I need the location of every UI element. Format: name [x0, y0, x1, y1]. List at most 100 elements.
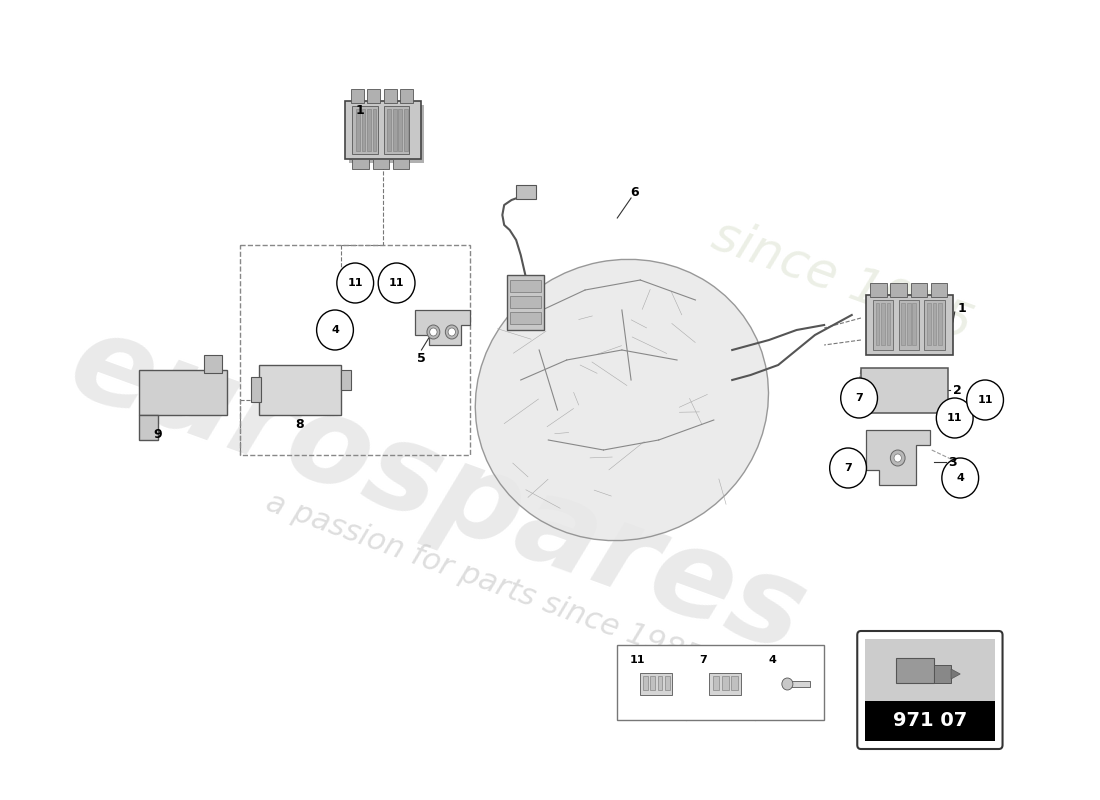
Bar	[398, 109, 403, 151]
Bar	[890, 283, 906, 297]
Bar	[140, 370, 227, 415]
Bar	[924, 300, 945, 350]
Circle shape	[782, 678, 793, 690]
Circle shape	[967, 380, 1003, 420]
Text: since 1985: since 1985	[706, 210, 979, 350]
Bar	[931, 283, 947, 297]
Text: 7: 7	[700, 655, 707, 665]
Text: 11: 11	[630, 655, 646, 665]
Bar	[710, 673, 741, 695]
Polygon shape	[952, 669, 960, 679]
Text: 3: 3	[948, 455, 957, 469]
Circle shape	[317, 310, 353, 350]
Bar	[507, 275, 543, 330]
Bar	[393, 159, 409, 169]
Bar	[251, 377, 261, 402]
Bar	[384, 89, 397, 103]
Bar	[341, 370, 351, 390]
Bar	[873, 300, 893, 350]
Circle shape	[337, 263, 374, 303]
Bar	[870, 283, 887, 297]
Bar	[881, 303, 884, 345]
Circle shape	[936, 398, 974, 438]
Bar	[393, 109, 397, 151]
Bar	[351, 89, 363, 103]
Text: 4: 4	[331, 325, 339, 335]
Bar	[204, 355, 222, 373]
Bar	[258, 365, 341, 415]
Circle shape	[890, 450, 905, 466]
Bar	[911, 283, 927, 297]
Bar	[352, 159, 368, 169]
Text: 6: 6	[630, 186, 639, 198]
Bar	[373, 159, 389, 169]
Text: 11: 11	[348, 278, 363, 288]
Bar	[345, 101, 420, 159]
Polygon shape	[866, 430, 930, 485]
Bar	[895, 658, 935, 683]
Bar	[644, 676, 648, 690]
Circle shape	[378, 263, 415, 303]
Bar	[783, 681, 811, 687]
Bar	[516, 185, 537, 199]
Text: 11: 11	[977, 395, 993, 405]
Circle shape	[430, 328, 437, 336]
Bar	[865, 701, 996, 741]
Text: 11: 11	[947, 413, 962, 423]
Bar	[899, 300, 918, 350]
Bar	[509, 312, 541, 324]
Bar	[861, 368, 948, 413]
FancyBboxPatch shape	[857, 631, 1002, 749]
Ellipse shape	[475, 259, 769, 541]
Bar	[866, 295, 953, 355]
Circle shape	[427, 325, 440, 339]
Text: 5: 5	[417, 351, 426, 365]
Bar	[373, 109, 376, 151]
Bar	[509, 296, 541, 308]
Circle shape	[942, 458, 979, 498]
Bar	[865, 639, 996, 701]
Bar	[240, 245, 470, 455]
Text: 4: 4	[956, 473, 965, 483]
Bar	[927, 303, 931, 345]
Text: 7: 7	[844, 463, 851, 473]
Text: 8: 8	[296, 418, 305, 431]
Text: 4: 4	[768, 655, 776, 665]
Text: 11: 11	[389, 278, 405, 288]
Bar	[404, 109, 408, 151]
Bar	[617, 645, 824, 720]
Bar	[713, 676, 719, 690]
Bar	[906, 303, 911, 345]
Bar	[658, 676, 662, 690]
Bar	[722, 676, 728, 690]
Circle shape	[840, 378, 878, 418]
Bar	[140, 415, 157, 440]
Bar	[876, 303, 879, 345]
Text: 9: 9	[153, 429, 162, 442]
Polygon shape	[415, 310, 470, 345]
Bar	[509, 280, 541, 292]
Bar	[387, 109, 392, 151]
Circle shape	[894, 454, 901, 462]
Bar	[935, 665, 952, 683]
Text: 2: 2	[953, 383, 961, 397]
Bar	[367, 89, 381, 103]
Bar	[352, 106, 378, 154]
Bar	[362, 109, 365, 151]
Text: eurospares: eurospares	[55, 303, 821, 677]
Bar	[666, 676, 670, 690]
Bar	[640, 673, 672, 695]
Circle shape	[829, 448, 867, 488]
Bar	[933, 303, 936, 345]
Text: 7: 7	[855, 393, 864, 403]
Text: a passion for parts since 1985: a passion for parts since 1985	[263, 487, 705, 673]
Bar	[732, 676, 738, 690]
Bar	[901, 303, 905, 345]
Text: 1: 1	[355, 103, 364, 117]
Bar	[650, 676, 654, 690]
Text: 971 07: 971 07	[893, 711, 967, 730]
Bar	[384, 106, 409, 154]
Bar	[349, 105, 425, 163]
Circle shape	[446, 325, 459, 339]
Circle shape	[448, 328, 455, 336]
